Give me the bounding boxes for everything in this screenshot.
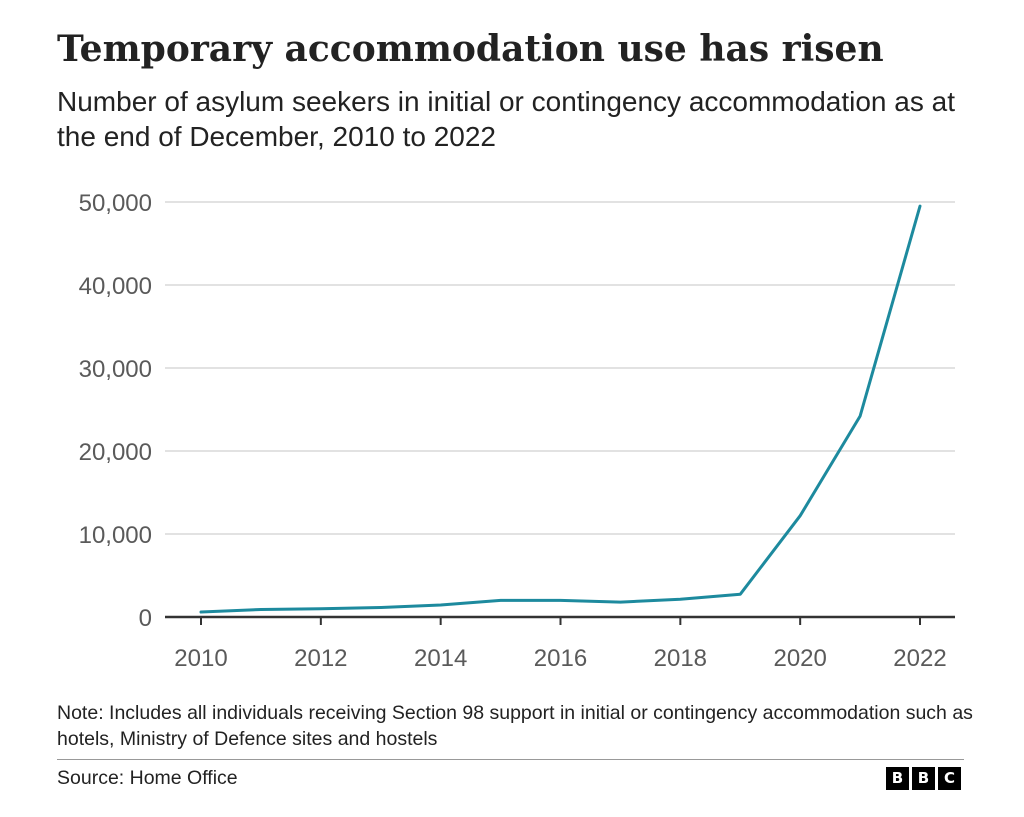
- axes: [165, 615, 955, 625]
- x-tick-label: 2014: [414, 645, 467, 672]
- x-tick-label: 2016: [534, 645, 587, 672]
- y-tick-label: 20,000: [79, 439, 152, 466]
- logo-letter-c: C: [938, 767, 961, 790]
- y-tick-label: 40,000: [79, 273, 152, 300]
- y-tick-label: 10,000: [79, 522, 152, 549]
- y-tick-label: 30,000: [79, 356, 152, 383]
- chart-subtitle: Number of asylum seekers in initial or c…: [57, 86, 955, 152]
- source-text: Source: Home Office: [57, 767, 238, 789]
- y-tick-label: 0: [139, 605, 152, 632]
- series-line: [199, 204, 922, 614]
- x-tick-label: 2018: [654, 645, 707, 672]
- logo-letter-b2: B: [912, 767, 935, 790]
- x-axis-tick-labels: 2010 2012 2014 2016 2018 2020 2022: [174, 645, 946, 672]
- chart-title: Temporary accommodation use has risen: [57, 28, 884, 70]
- y-axis-tick-labels: 0 10,000 20,000 30,000 40,000 50,000: [79, 190, 152, 632]
- series-layer: [199, 204, 922, 614]
- logo-letter-b1: B: [886, 767, 909, 790]
- bbc-logo: B B C: [886, 767, 961, 790]
- x-tick-label: 2020: [773, 645, 826, 672]
- line-chart: 0 10,000 20,000 30,000 40,000 50,000 2010 2012…: [79, 190, 955, 672]
- x-tick-label: 2022: [893, 645, 946, 672]
- gridlines: [165, 201, 955, 535]
- chart-note: Note: Includes all individuals receiving…: [57, 702, 973, 750]
- footer-divider: [57, 759, 964, 760]
- x-tick-label: 2012: [294, 645, 347, 672]
- x-tick-label: 2010: [174, 645, 227, 672]
- y-tick-label: 50,000: [79, 190, 152, 217]
